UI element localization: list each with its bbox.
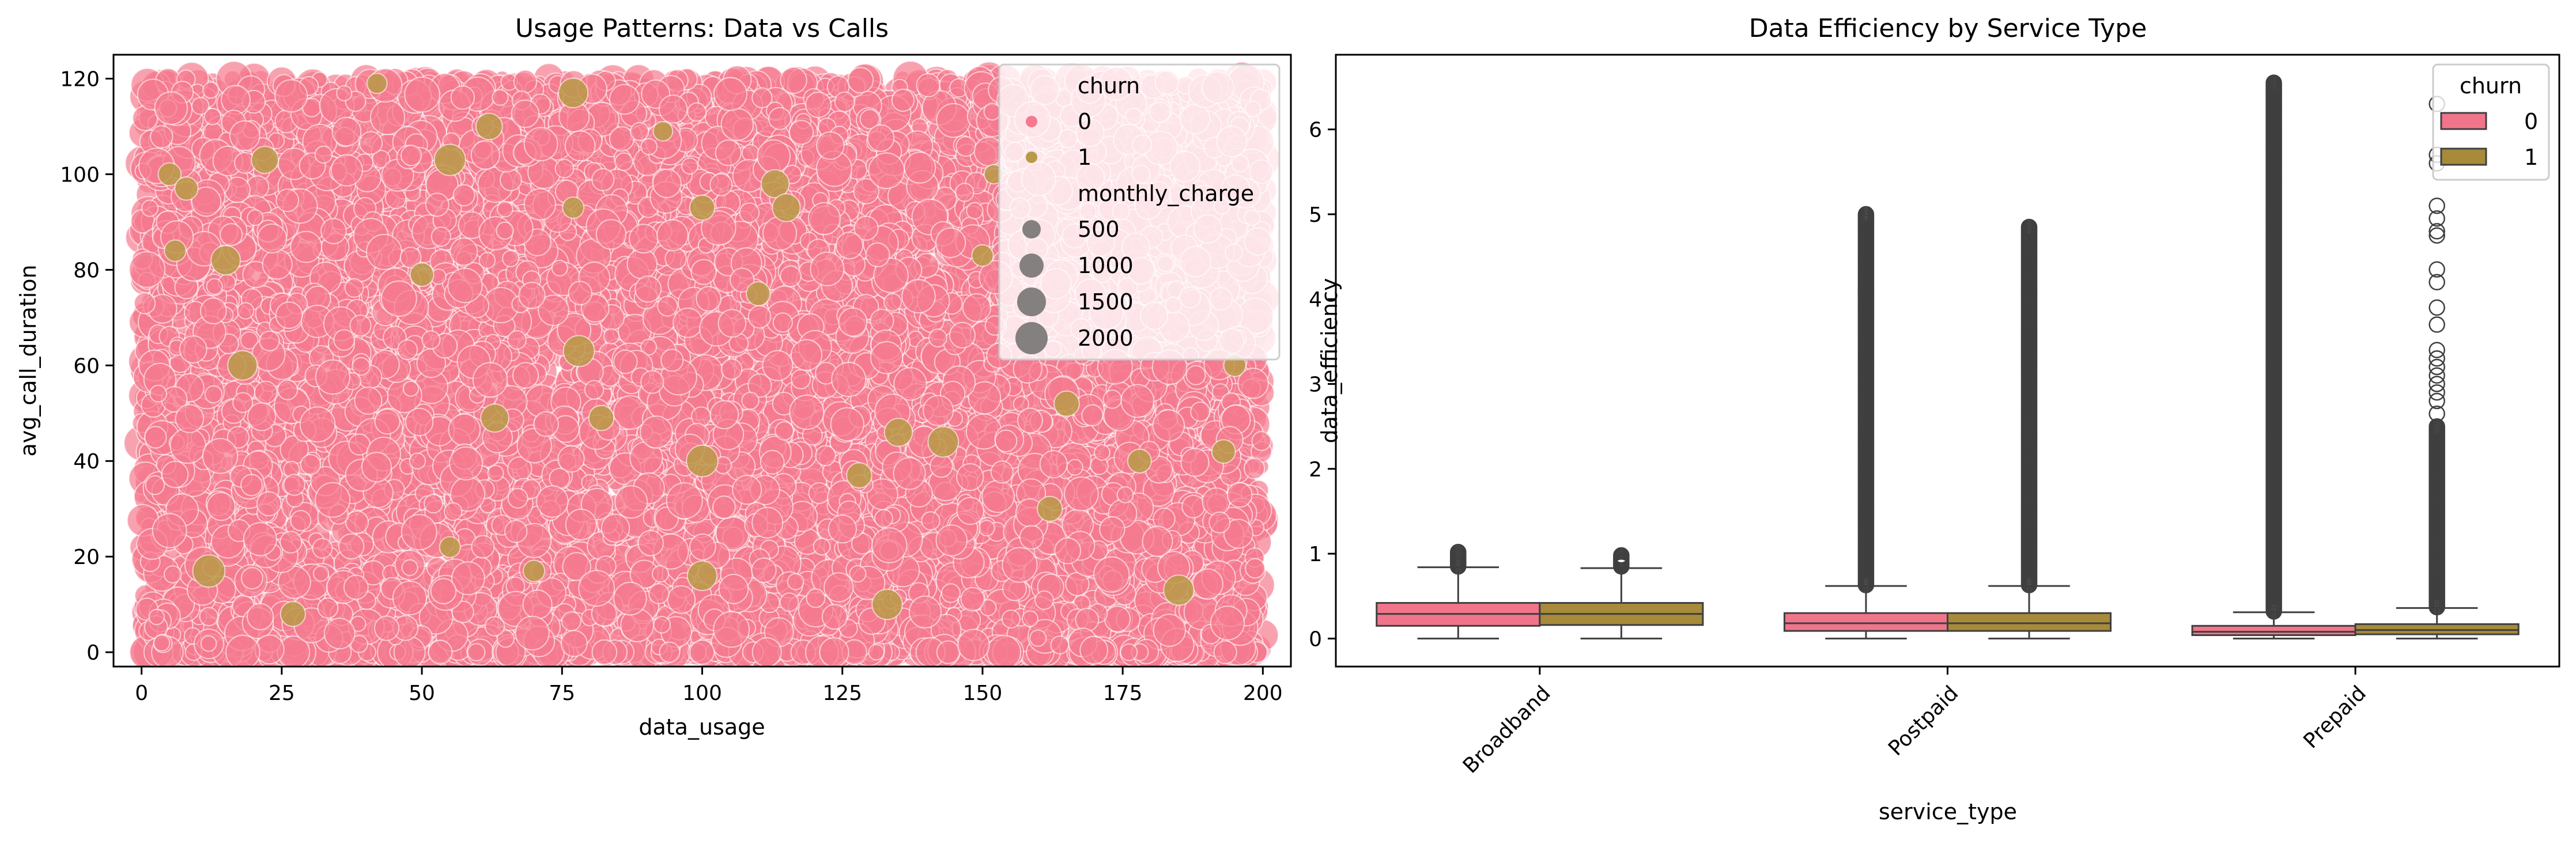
scatter-points bbox=[123, 60, 1281, 667]
